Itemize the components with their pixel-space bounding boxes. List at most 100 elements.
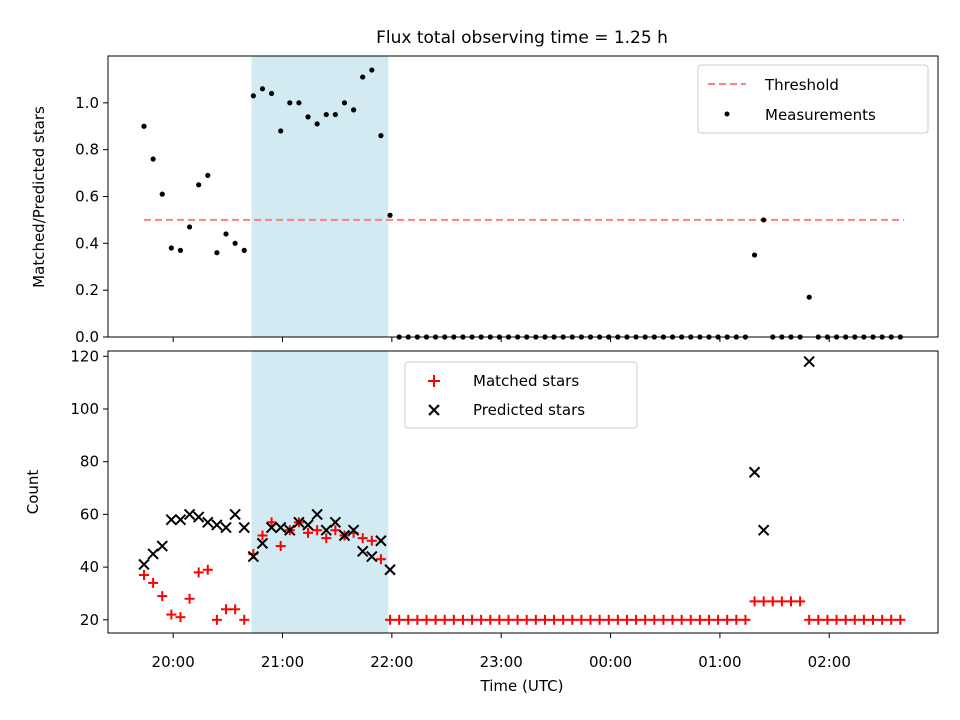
predicted-point bbox=[375, 535, 387, 547]
matched-point bbox=[612, 614, 623, 625]
matched-point bbox=[312, 525, 323, 536]
measurement-point bbox=[350, 107, 357, 113]
shaded-interval bbox=[251, 56, 389, 337]
matched-point bbox=[421, 614, 432, 625]
matched-point bbox=[430, 614, 441, 625]
matched-point bbox=[503, 614, 514, 625]
predicted-point bbox=[803, 355, 815, 368]
matched-point bbox=[649, 614, 660, 625]
time-x-tick-label: 02:00 bbox=[808, 653, 851, 671]
matched-point bbox=[722, 614, 733, 625]
time-x-tick-label: 20:00 bbox=[152, 653, 195, 671]
matched-point bbox=[603, 614, 614, 625]
measurement-point bbox=[305, 114, 311, 120]
predicted-point bbox=[183, 508, 196, 521]
predicted-legend-marker bbox=[428, 404, 440, 416]
matched-point bbox=[676, 614, 687, 625]
ratio-y-axis: 0.0 0.2 0.4 0.6 0.8 1.0 bbox=[75, 94, 108, 346]
matched-point bbox=[758, 596, 769, 607]
matched-point bbox=[202, 564, 213, 575]
predicted-point bbox=[202, 516, 214, 529]
matched-point bbox=[175, 612, 186, 623]
measurement-point bbox=[323, 111, 329, 118]
predicted-point bbox=[274, 521, 287, 534]
matched-point bbox=[731, 614, 742, 625]
matched-point bbox=[485, 614, 496, 625]
ratio-y-tick-label: 0.4 bbox=[75, 234, 99, 252]
threshold-legend-label: Threshold bbox=[764, 76, 839, 94]
matched-point bbox=[385, 614, 396, 625]
matched-point bbox=[257, 530, 268, 541]
matched-point bbox=[266, 517, 277, 528]
ratio-panel: 0.0 0.2 0.4 0.6 0.8 1.0 Matched/Predicted sta… bbox=[30, 55, 939, 346]
matched-point bbox=[585, 614, 596, 625]
shaded-region bbox=[251, 351, 389, 633]
predicted-legend-label: Predicted stars bbox=[473, 401, 585, 419]
count-y-tick-label: 80 bbox=[80, 453, 99, 471]
matched-point bbox=[576, 614, 587, 625]
count-plot-frame bbox=[107, 350, 939, 634]
count-legend-box bbox=[404, 361, 638, 429]
matched-point bbox=[776, 596, 787, 607]
count-panel: 20 40 60 80 100 120 20:00 21:00 22:00 23:00 00:00… bbox=[24, 347, 939, 695]
ratio-y-tick-label: 0.0 bbox=[75, 328, 99, 346]
matched-point bbox=[831, 614, 842, 625]
matched-point bbox=[895, 614, 906, 625]
measurement-point bbox=[360, 74, 366, 80]
matched-point bbox=[211, 614, 222, 625]
matched-point bbox=[476, 614, 487, 625]
matched-point bbox=[840, 614, 851, 625]
matched-point bbox=[448, 614, 459, 625]
count-y-tick-label: 20 bbox=[80, 611, 99, 629]
measurement-point bbox=[332, 111, 338, 118]
matched-point bbox=[275, 541, 286, 552]
measurement-point bbox=[141, 123, 147, 129]
measurement-point bbox=[223, 231, 229, 237]
ratio-y-label: Matched/Predicted stars bbox=[30, 106, 48, 288]
count-y-tick-label: 40 bbox=[80, 558, 99, 576]
measurement-point bbox=[278, 128, 284, 134]
ratio-legend-box bbox=[697, 64, 929, 134]
matched-point bbox=[467, 614, 478, 625]
matched-point bbox=[375, 554, 386, 565]
matched-point bbox=[366, 535, 377, 546]
matched-point bbox=[868, 614, 878, 625]
measurement-point bbox=[150, 156, 156, 162]
matched-point bbox=[703, 614, 714, 625]
matched-point bbox=[685, 614, 696, 625]
predicted-point bbox=[302, 519, 314, 531]
shaded-region bbox=[251, 56, 389, 337]
matched-point bbox=[658, 614, 669, 625]
matched-point bbox=[521, 614, 532, 625]
predicted-point bbox=[174, 513, 187, 526]
matched-stars-series bbox=[139, 517, 906, 625]
count-y-tick-label: 60 bbox=[80, 505, 99, 523]
measurement-point bbox=[341, 100, 348, 106]
measurement-point bbox=[250, 93, 256, 99]
ratio-legend: Threshold Measurements bbox=[697, 64, 929, 134]
matched-point bbox=[785, 596, 796, 607]
time-x-tick-label: 22:00 bbox=[370, 653, 413, 671]
matched-point bbox=[694, 614, 705, 625]
measurement-point bbox=[205, 172, 211, 179]
ratio-y-tick-label: 0.2 bbox=[75, 281, 99, 299]
predicted-point bbox=[229, 508, 241, 521]
measurement-point bbox=[296, 100, 302, 106]
count-y-axis: 20 40 60 80 100 120 bbox=[70, 347, 108, 629]
measurement-point bbox=[378, 133, 384, 139]
matched-point bbox=[157, 591, 168, 602]
matched-point bbox=[822, 614, 833, 625]
matched-point bbox=[813, 614, 824, 625]
time-x-tick-label: 21:00 bbox=[261, 653, 304, 671]
matched-point bbox=[539, 614, 550, 625]
measurement-point bbox=[196, 182, 202, 188]
ratio-y-tick-label: 1.0 bbox=[75, 94, 99, 112]
matched-legend-label: Matched stars bbox=[473, 372, 579, 390]
measurements-legend-marker bbox=[724, 111, 730, 117]
predicted-point bbox=[338, 529, 351, 542]
matched-point bbox=[494, 614, 505, 625]
predicted-stars-series bbox=[138, 355, 815, 576]
matched-point bbox=[321, 533, 332, 544]
ratio-x-ticks bbox=[172, 337, 830, 342]
